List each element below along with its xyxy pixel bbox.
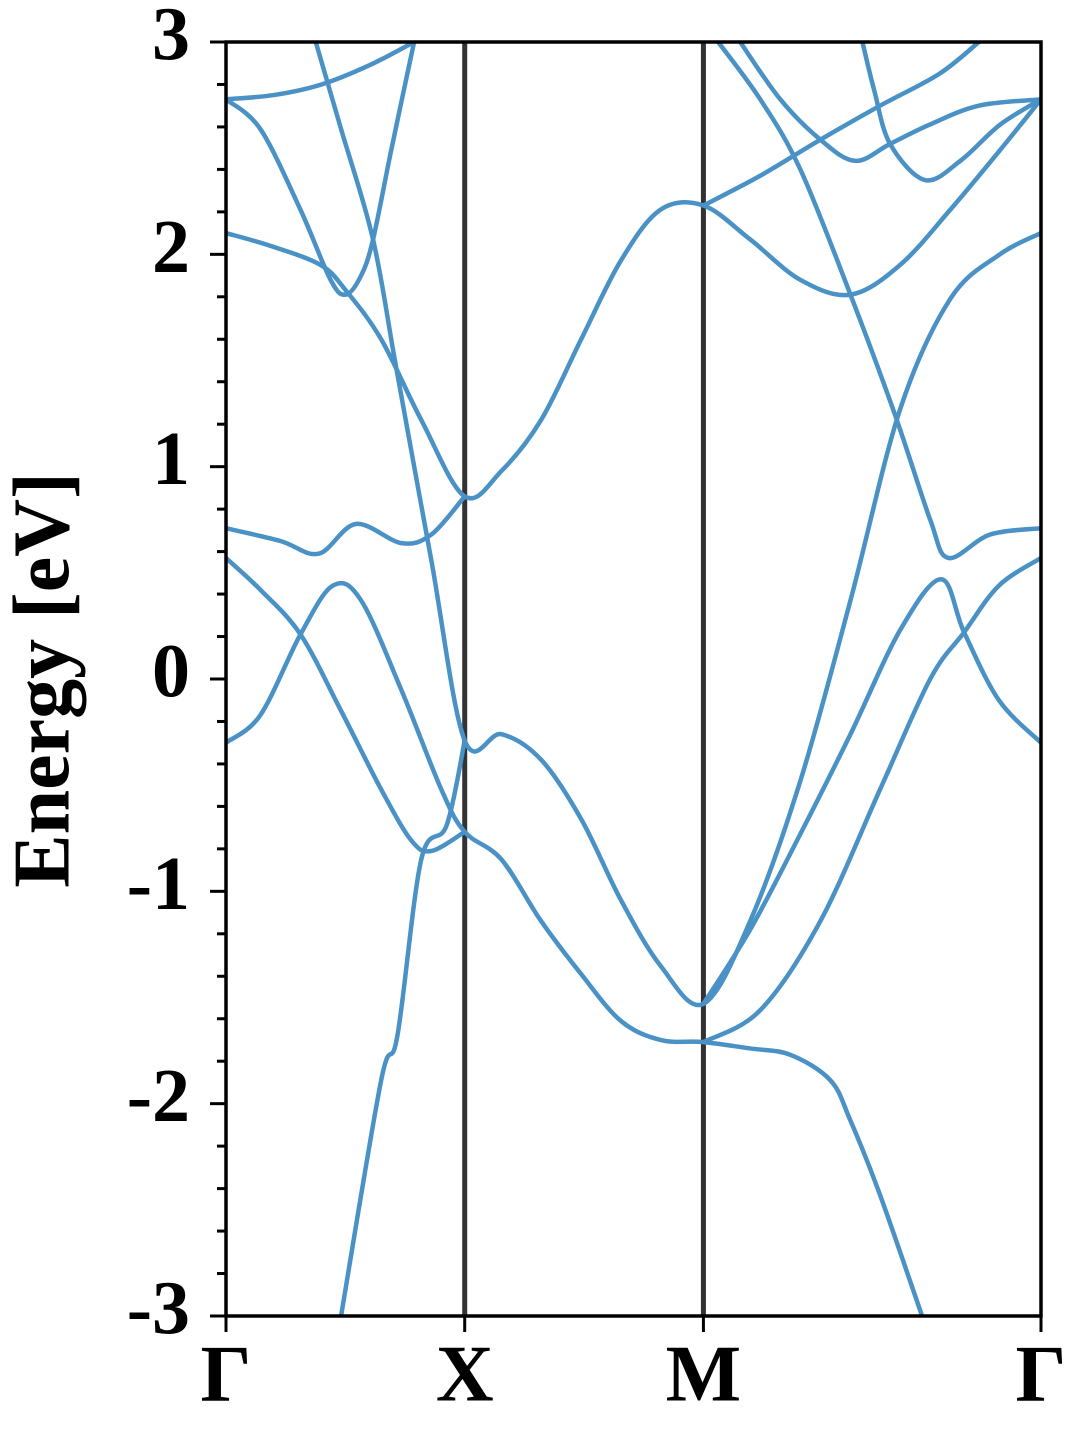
band-line <box>226 42 417 298</box>
x-tick-label: Γ <box>201 1330 252 1418</box>
y-tick-label: -1 <box>127 842 190 926</box>
y-tick-label: 2 <box>152 205 190 289</box>
y-tick-label: 3 <box>152 0 190 76</box>
band-line <box>860 42 1041 183</box>
y-tick-label: -3 <box>127 1266 190 1350</box>
x-tick-label: M <box>666 1330 742 1418</box>
band-line <box>716 42 1041 561</box>
band-line <box>702 42 981 208</box>
plot-area <box>226 42 1041 1316</box>
y-tick-label: 1 <box>152 417 190 501</box>
band-line <box>226 580 925 1316</box>
x-tick-label: Γ <box>1016 1330 1067 1418</box>
x-tick-label: X <box>436 1330 494 1418</box>
y-axis-label: Energy [eV] <box>0 472 86 887</box>
y-tick-label: 0 <box>152 629 190 713</box>
band-line <box>338 740 467 1316</box>
band-line <box>226 97 1041 501</box>
band-line <box>226 42 416 102</box>
band-line <box>701 576 1041 1006</box>
plot-frame <box>224 40 1043 1318</box>
y-tick-label: -2 <box>127 1054 190 1138</box>
band-line <box>226 556 466 854</box>
band-line <box>313 42 1041 1008</box>
band-line <box>702 556 1041 1045</box>
band-line <box>226 494 467 557</box>
band-line <box>738 42 1041 164</box>
